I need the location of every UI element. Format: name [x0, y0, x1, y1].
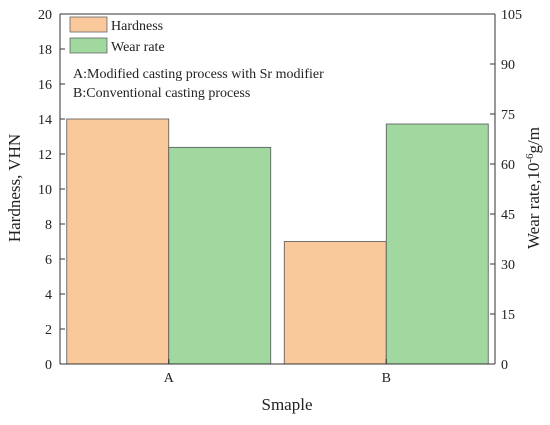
y-axis-right-title-unit: g/m	[524, 127, 543, 153]
y-axis-right-title-base: Wear rate,10	[524, 163, 543, 249]
x-tick-label: A	[164, 371, 175, 386]
legend-label-hardness: Hardness	[111, 19, 163, 34]
y-axis-right-title: Wear rate,10-6g/m	[524, 127, 543, 249]
x-tick-label: B	[382, 371, 391, 386]
y-left-tick-label: 0	[45, 358, 52, 373]
y-right-tick-label: 105	[501, 8, 522, 23]
y-right-tick-label: 30	[501, 258, 515, 273]
y-left-tick-label: 14	[38, 113, 52, 128]
y-left-tick-label: 4	[45, 288, 52, 303]
annotation-a: A:Modified casting process with Sr modif…	[73, 67, 324, 82]
y-right-tick-label: 60	[501, 158, 515, 173]
legend-label-wear-rate: Wear rate	[111, 40, 165, 55]
bars-group	[66, 118, 489, 365]
annotation-b: B:Conventional casting process	[73, 86, 250, 101]
bar-hardness-a	[66, 118, 170, 365]
y-left-tick-label: 20	[38, 8, 52, 23]
bar-hardness-b	[283, 241, 387, 365]
bar-wear-rate-a	[168, 146, 272, 365]
y-left-tick-label: 16	[38, 78, 52, 93]
y-left-tick-label: 12	[38, 148, 52, 163]
y-left-tick-label: 18	[38, 43, 52, 58]
bar-wear-rate-b	[385, 123, 489, 365]
y-axis-right-title-sup: -6	[524, 153, 536, 163]
legend-swatch-wear-rate	[69, 37, 108, 54]
y-left-tick-label: 8	[45, 218, 52, 233]
y-right-tick-label: 75	[501, 108, 515, 123]
legend-swatch-hardness	[69, 16, 108, 33]
y-right-tick-label: 0	[501, 358, 508, 373]
y-left-tick-label: 10	[38, 183, 52, 198]
y-axis-left-title: Hardness, VHN	[5, 134, 24, 242]
y-left-tick-label: 6	[45, 253, 52, 268]
legend: Hardness Wear rate	[69, 16, 165, 55]
x-axis-title: Smaple	[262, 395, 313, 414]
y-left-tick-label: 2	[45, 323, 52, 338]
y-right-tick-label: 45	[501, 208, 515, 223]
y-right-tick-label: 90	[501, 58, 515, 73]
ticks-group: 0 2 4 6 8 10 12 14 16 18 20 0 15 30 45 60 75 90 105 A B	[38, 8, 522, 386]
y-right-tick-label: 15	[501, 308, 515, 323]
